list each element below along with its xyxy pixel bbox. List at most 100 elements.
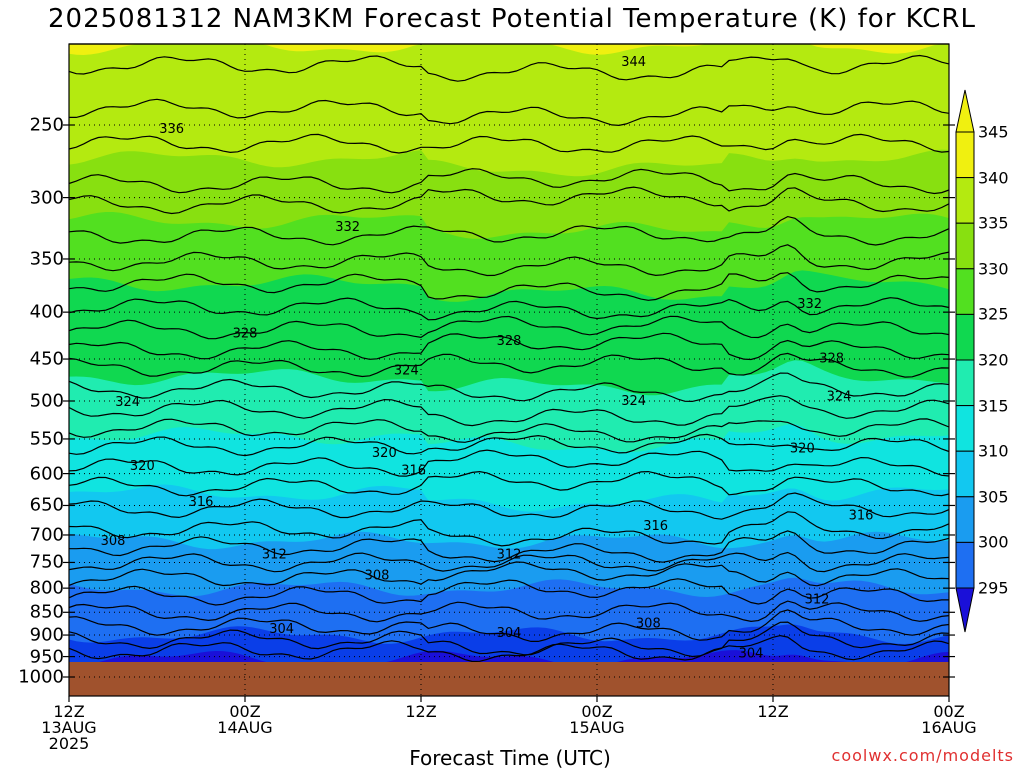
contour-label: 324 (621, 394, 646, 409)
contour-label: 328 (497, 334, 522, 349)
contour-label: 312 (805, 592, 830, 607)
contour-label: 304 (269, 622, 294, 637)
contour-label: 304 (739, 646, 764, 661)
x-tick-label: 12Z (757, 702, 789, 721)
contour-label: 324 (827, 389, 852, 404)
contour-line (68, 449, 950, 477)
contour-line (68, 332, 950, 361)
contour-line (68, 215, 950, 246)
colorbar-top-arrow (955, 89, 975, 133)
contour-line (68, 133, 950, 154)
colorbar-segment (955, 268, 975, 315)
colorbar (955, 89, 975, 633)
contour-label: 316 (401, 464, 426, 479)
contour-label: 324 (115, 395, 140, 410)
colorbar-segment (955, 450, 975, 498)
y-tick-label: 750 (29, 551, 64, 573)
contour-line (68, 621, 950, 658)
contour-label: 332 (335, 220, 360, 235)
contour-label: 312 (497, 547, 522, 562)
colorbar-segment (955, 313, 975, 361)
contour-label: 328 (233, 327, 258, 342)
contour-label: 308 (101, 534, 126, 549)
y-tick-label: 650 (29, 494, 64, 516)
contour-line (68, 54, 950, 82)
y-tick-label: 1000 (18, 666, 64, 688)
ground-band (69, 662, 949, 696)
y-tick-label: 400 (29, 301, 64, 323)
contour-line (68, 395, 950, 427)
contour-label: 312 (262, 547, 287, 562)
x-tick-label: 00Z 14AUG (217, 702, 273, 737)
contour-label: 308 (636, 616, 661, 631)
contour-label: 332 (797, 297, 822, 312)
contour-line (68, 600, 950, 623)
y-tick-label: 550 (29, 428, 64, 450)
contour-label: 324 (394, 364, 419, 379)
colorbar-label: 295 (978, 578, 1009, 598)
contour-label: 320 (372, 446, 397, 461)
y-tick-label: 850 (29, 601, 64, 623)
contour-label: 344 (621, 55, 646, 70)
chart-title: 2025081312 NAM3KM Forecast Potential Tem… (47, 4, 976, 34)
contour-line (69, 530, 950, 563)
contour-line (68, 551, 950, 573)
colorbar-label: 310 (978, 441, 1009, 461)
x-tick-label: 12Z 13AUG 2025 (41, 702, 97, 753)
grid (68, 44, 950, 696)
colorbar-label: 335 (978, 213, 1009, 233)
y-tick-label: 600 (29, 463, 64, 485)
x-tick-label: 12Z (405, 702, 437, 721)
contour-label: 304 (497, 626, 522, 641)
colorbar-label: 345 (978, 122, 1009, 142)
contour-line (68, 352, 950, 378)
colorbar-label: 330 (978, 259, 1009, 279)
y-tick-label: 800 (29, 577, 64, 599)
x-tick-label: 00Z 15AUG (569, 702, 625, 737)
contour-line (68, 578, 949, 606)
colorbar-segment (955, 405, 975, 452)
colorbar-segment (955, 359, 975, 407)
contour-label: 336 (159, 122, 184, 137)
contour-line (68, 511, 950, 547)
contour-line (68, 492, 950, 520)
colorbar-segment (955, 496, 975, 543)
contour-line (68, 244, 950, 277)
y-tick-label: 300 (29, 187, 64, 209)
contour-line (68, 372, 950, 403)
contour-line (68, 272, 950, 301)
x-axis-title: Forecast Time (UTC) (409, 746, 611, 770)
y-tick-label: 250 (29, 114, 64, 136)
axis-ticks (63, 124, 955, 702)
plot-frame (68, 43, 950, 697)
contour-line (68, 297, 950, 321)
contour-label: 320 (130, 459, 155, 474)
colorbar-segment (955, 222, 975, 270)
colorbar-label: 305 (978, 487, 1009, 507)
contour-line (68, 186, 950, 215)
contour-line (69, 98, 950, 127)
contour-label: 320 (790, 442, 815, 457)
colorbar-segment (955, 541, 975, 589)
contour-line (68, 418, 950, 443)
credit-text[interactable]: coolwx.com/modelts (831, 746, 1014, 765)
contour-line (68, 634, 950, 663)
contour-label: 316 (849, 509, 874, 524)
contour-line (68, 609, 950, 642)
contour-label: 308 (365, 568, 390, 583)
colorbar-bottom-arrow (955, 587, 975, 633)
colorbar-segment (955, 131, 975, 179)
contour-line (68, 315, 950, 340)
y-tick-label: 350 (29, 248, 64, 270)
y-tick-label: 950 (29, 646, 64, 668)
x-tick-label: 00Z 16AUG (921, 702, 977, 737)
y-tick-label: 450 (29, 348, 64, 370)
contour-label: 316 (643, 519, 668, 534)
colorbar-label: 300 (978, 532, 1009, 552)
colorbar-label: 325 (978, 304, 1009, 324)
y-tick-label: 500 (29, 390, 64, 412)
colorbar-segment (955, 177, 975, 224)
colorbar-label: 320 (978, 350, 1009, 370)
y-tick-label: 900 (29, 624, 64, 646)
